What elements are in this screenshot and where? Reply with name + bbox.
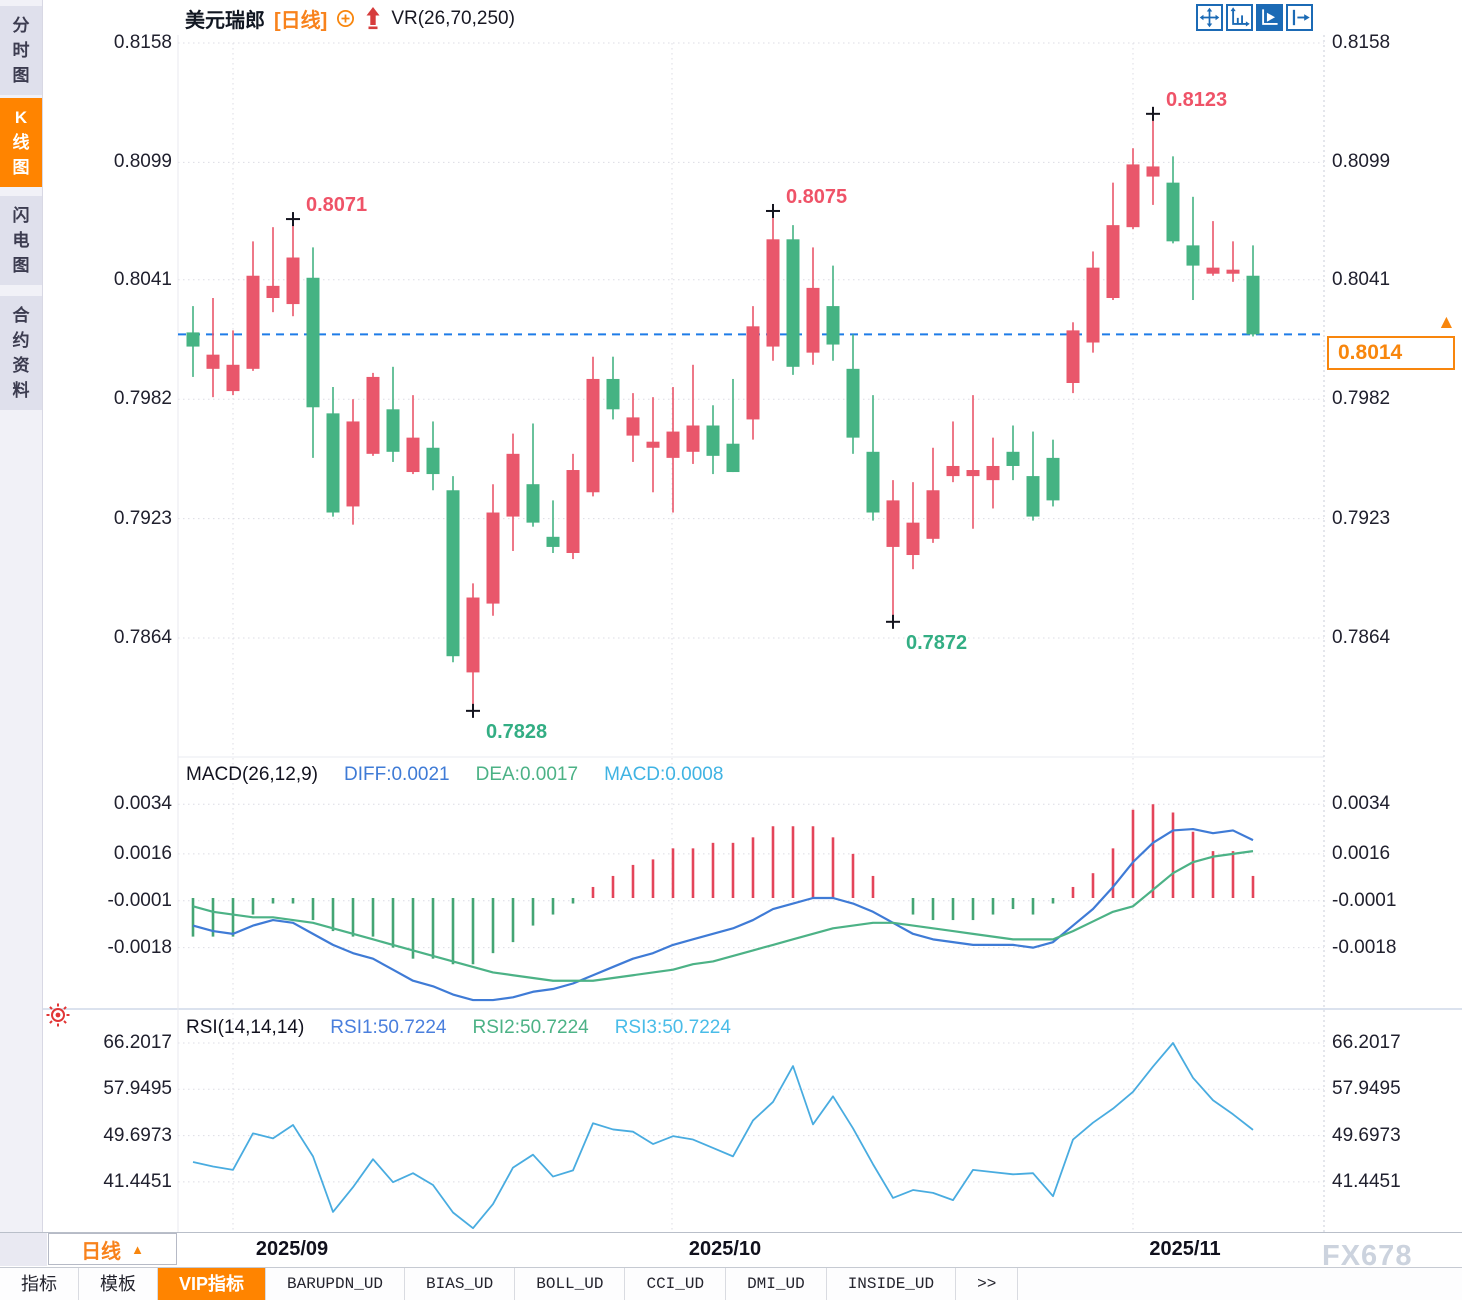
macd-tick-right: -0.0001	[1332, 889, 1397, 911]
alert-sun-icon[interactable]	[45, 1002, 71, 1033]
x-axis-label-2025/11: 2025/11	[1149, 1238, 1221, 1260]
symbol-title: 美元瑞郎	[185, 10, 265, 32]
watermark: FX678	[1322, 1240, 1413, 1272]
auto-fit-icon[interactable]	[1256, 4, 1283, 31]
price-tick-left: 0.7864	[113, 626, 172, 648]
rsi-tick-right: 57.9495	[1332, 1078, 1401, 1100]
tab-BARUPDN_UD[interactable]: BARUPDN_UD	[266, 1268, 406, 1300]
tab-BIAS_UD[interactable]: BIAS_UD	[405, 1268, 516, 1300]
price-tick-left: 0.7923	[113, 507, 172, 529]
price-marker-0.8075: 0.8075	[786, 186, 847, 208]
rsi-tick-right: 66.2017	[1332, 1032, 1401, 1053]
rsi-tick-left: 66.2017	[103, 1032, 172, 1053]
rsi-panel-header: RSI(14,14,14) RSI1:50.7224 RSI2:50.7224 …	[186, 1016, 731, 1040]
price-tick-right: 0.8158	[1332, 32, 1391, 53]
price-tick-right: 0.7923	[1332, 507, 1391, 529]
tab-CCI_UD[interactable]: CCI_UD	[625, 1268, 727, 1300]
macd-tick-left: 0.0034	[113, 793, 172, 815]
indicator-tabbar: 指标 模板 VIP指标 BARUPDN_UD BIAS_UD BOLL_UD CCI_UD D…	[0, 1267, 1462, 1300]
tab-BOLL_UD[interactable]: BOLL_UD	[515, 1268, 626, 1300]
rsi3-value: RSI3:50.7224	[614, 1017, 731, 1038]
price-arrow-icon: ▲	[1437, 312, 1456, 334]
tab-模板[interactable]: 模板	[79, 1268, 158, 1300]
price-tick-right: 0.8041	[1332, 268, 1391, 290]
rsi-title[interactable]: RSI(14,14,14)	[186, 1017, 305, 1038]
price-tick-left: 0.8041	[113, 268, 172, 290]
price-tick-right: 0.8099	[1332, 151, 1391, 173]
rsi-tick-left: 49.6973	[103, 1124, 172, 1146]
rsi-tick-right: 41.4451	[1332, 1170, 1401, 1192]
tab->>[interactable]: >>	[956, 1268, 1019, 1300]
price-marker-0.8123: 0.8123	[1166, 89, 1227, 111]
chart-header: 美元瑞郎 [日线] VR(26,70,250)	[185, 5, 515, 32]
price-tick-right: 0.7864	[1332, 626, 1391, 648]
period-tag[interactable]: [日线]	[274, 10, 328, 32]
move-tool-icon[interactable]	[1196, 4, 1223, 31]
axis-scale-icon[interactable]	[1226, 4, 1253, 31]
sidebar-item-1[interactable]: 分时图	[0, 6, 42, 95]
current-price-tag[interactable]: 0.8014	[1327, 336, 1455, 371]
price-marker-0.7872: 0.7872	[906, 632, 967, 654]
macd-tick-left: -0.0001	[107, 889, 172, 911]
scroll-right-icon[interactable]	[1286, 4, 1313, 31]
macd-title[interactable]: MACD(26,12,9)	[186, 764, 318, 785]
up-arrow-icon	[364, 6, 382, 31]
x-axis-strip	[0, 1232, 1462, 1267]
macd-tick-right: -0.0018	[1332, 936, 1397, 958]
price-marker-0.7828: 0.7828	[486, 721, 547, 743]
macd-tick-right: 0.0016	[1332, 842, 1391, 864]
tab-VIP指标[interactable]: VIP指标	[158, 1268, 267, 1300]
period-selector-label: 日线	[81, 1240, 122, 1263]
rsi-tick-left: 41.4451	[103, 1170, 172, 1192]
price-tick-right: 0.7982	[1332, 388, 1391, 410]
tab-DMI_UD[interactable]: DMI_UD	[726, 1268, 827, 1300]
macd-macd-value: MACD:0.0008	[604, 764, 724, 785]
macd-panel-header: MACD(26,12,9) DIFF:0.0021 DEA:0.0017 MAC…	[186, 763, 723, 787]
rsi1-value: RSI1:50.7224	[330, 1017, 447, 1038]
macd-tick-right: 0.0034	[1332, 793, 1391, 815]
price-tick-left: 0.8158	[113, 32, 172, 53]
macd-diff-value: DIFF:0.0021	[344, 764, 450, 785]
price-marker-0.8071: 0.8071	[306, 194, 367, 216]
x-axis-label-2025/10: 2025/10	[688, 1238, 762, 1260]
macd-tick-left: 0.0016	[113, 842, 172, 864]
price-tick-left: 0.7982	[113, 388, 172, 410]
x-axis-label-2025/09: 2025/09	[255, 1238, 329, 1260]
sidebar-item-4[interactable]: 合约资料	[0, 296, 42, 410]
chart-toolbar	[1196, 4, 1313, 31]
tab-INSIDE_UD[interactable]: INSIDE_UD	[827, 1268, 957, 1300]
sidebar-footer	[0, 1233, 47, 1266]
vr-indicator-label: VR(26,70,250)	[391, 7, 515, 29]
rsi-tick-right: 49.6973	[1332, 1124, 1401, 1146]
rsi-tick-left: 57.9495	[103, 1078, 172, 1100]
chevron-up-icon: ▲	[131, 1241, 144, 1257]
tab-指标[interactable]: 指标	[0, 1268, 79, 1300]
macd-tick-left: -0.0018	[107, 936, 172, 958]
rsi2-value: RSI2:50.7224	[472, 1017, 589, 1038]
macd-dea-value: DEA:0.0017	[475, 764, 579, 785]
price-tick-left: 0.8099	[113, 151, 172, 173]
add-indicator-icon[interactable]	[336, 9, 355, 28]
sidebar-item-3[interactable]: 闪电图	[0, 196, 42, 285]
period-selector[interactable]: 日线 ▲	[48, 1233, 177, 1265]
